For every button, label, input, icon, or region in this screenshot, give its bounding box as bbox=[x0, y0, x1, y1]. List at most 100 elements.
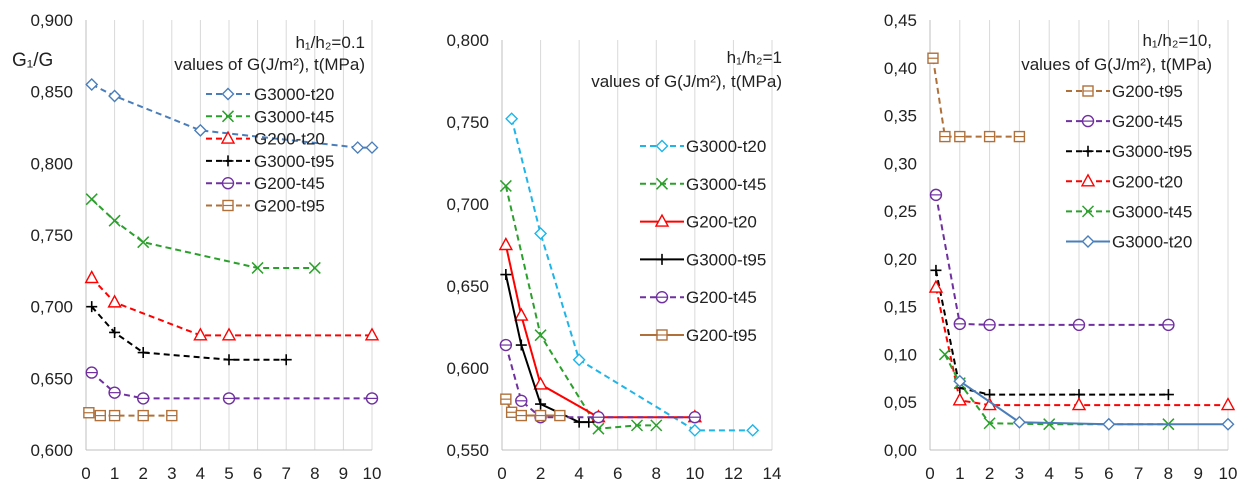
x-tick-label: 2 bbox=[985, 464, 994, 483]
chart-annotation: values of G(J/m²), t(MPa) bbox=[591, 72, 782, 91]
data-point bbox=[107, 294, 122, 308]
data-point bbox=[650, 419, 663, 432]
y-tick-label: 0,10 bbox=[884, 345, 917, 364]
y-tick-label: 0,05 bbox=[884, 393, 917, 412]
data-point bbox=[505, 406, 518, 418]
legend-swatch-marker bbox=[1081, 235, 1095, 248]
data-point bbox=[746, 423, 760, 437]
x-tick-label: 9 bbox=[339, 464, 348, 483]
data-point bbox=[365, 392, 379, 405]
data-point bbox=[1012, 415, 1026, 429]
legend-label: G3000-t45 bbox=[1112, 202, 1192, 221]
data-point bbox=[534, 227, 548, 241]
data-point bbox=[572, 353, 586, 367]
data-point bbox=[583, 416, 595, 428]
y-tick-label: 0,00 bbox=[884, 441, 917, 460]
data-point bbox=[108, 409, 121, 422]
series-g200-t95 bbox=[83, 407, 178, 422]
legend-label: G200-t45 bbox=[1112, 112, 1183, 131]
legend-label: G200-t20 bbox=[254, 130, 325, 149]
data-point bbox=[500, 269, 512, 281]
data-point bbox=[983, 318, 996, 332]
legend: G200-t95 G200-t45 G3000-t95 G200-t20 G3000-t… bbox=[1066, 82, 1192, 252]
y-tick-label: 0,650 bbox=[446, 277, 489, 296]
data-point bbox=[499, 338, 513, 352]
legend-swatch-marker bbox=[221, 110, 235, 123]
x-tick-label: 8 bbox=[652, 464, 661, 483]
x-tick-label: 5 bbox=[224, 464, 233, 483]
legend-item-g3000-t95: G3000-t95 bbox=[206, 152, 334, 171]
x-tick-label: 0 bbox=[497, 464, 506, 483]
data-point bbox=[223, 354, 235, 366]
legend-item-g3000-t20: G3000-t20 bbox=[1066, 233, 1192, 252]
y-tick-label: 0,600 bbox=[446, 359, 489, 378]
series-g200-t45 bbox=[499, 338, 702, 424]
series-line bbox=[91, 371, 372, 400]
data-point bbox=[505, 112, 519, 126]
y-tick-label: 0,600 bbox=[30, 441, 73, 460]
x-tick-label: 6 bbox=[253, 464, 262, 483]
data-point bbox=[1071, 397, 1087, 411]
legend-swatch-marker bbox=[654, 213, 670, 227]
legend-swatch-marker bbox=[1082, 85, 1094, 97]
legend-label: G200-t20 bbox=[686, 213, 757, 232]
x-tick-label: 8 bbox=[310, 464, 319, 483]
data-point bbox=[222, 392, 236, 405]
series-g3000-t95 bbox=[86, 301, 292, 366]
series-g200-t95 bbox=[927, 52, 1026, 143]
data-point bbox=[108, 386, 121, 399]
legend-label: G3000-t45 bbox=[686, 175, 766, 194]
data-point bbox=[554, 409, 566, 422]
chart-annotation: values of G(J/m²), t(MPa) bbox=[174, 55, 365, 74]
series-line bbox=[510, 118, 753, 432]
series-line bbox=[934, 270, 1169, 396]
legend-label: G200-t95 bbox=[254, 197, 325, 216]
data-point bbox=[939, 130, 951, 143]
chart-annotation: h₁/h₂=10, bbox=[1142, 31, 1212, 50]
legend-item-g3000-t20: G3000-t20 bbox=[640, 137, 766, 156]
data-point bbox=[630, 419, 644, 432]
legend-swatch-marker bbox=[222, 155, 234, 167]
x-tick-label: 10 bbox=[685, 464, 704, 483]
legend-label: G3000-t20 bbox=[686, 137, 766, 156]
chart-panel-1: 0 1 2 3 4 5 6 7 8 9 100,6000,6500,7000,7500,8000,8… bbox=[12, 11, 381, 483]
y-tick-label: 0,20 bbox=[884, 250, 917, 269]
series-line bbox=[88, 411, 172, 417]
y-tick-label: 0,35 bbox=[884, 107, 917, 126]
x-tick-label: 5 bbox=[1074, 464, 1083, 483]
series-g3000-t20 bbox=[953, 374, 1235, 431]
data-point bbox=[533, 376, 548, 390]
x-tick-label: 6 bbox=[613, 464, 622, 483]
legend-swatch-marker bbox=[655, 139, 669, 153]
y-tick-label: 0,700 bbox=[30, 298, 73, 317]
x-tick-label: 2 bbox=[536, 464, 545, 483]
data-point bbox=[983, 130, 996, 143]
series-g200-t45 bbox=[85, 366, 379, 405]
chart-panel-2: 0 2 4 6 8 10 12 14 0,550 0,600 0,650 0,700 0,750 0,80… bbox=[446, 31, 782, 483]
legend-label: G200-t95 bbox=[1112, 82, 1183, 101]
data-point bbox=[85, 366, 98, 379]
legend-label: G200-t95 bbox=[686, 326, 757, 345]
data-point bbox=[952, 392, 967, 406]
data-point bbox=[364, 327, 380, 341]
data-point bbox=[84, 270, 99, 284]
data-point bbox=[109, 326, 121, 338]
y-tick-label: 0,45 bbox=[884, 11, 917, 30]
series-g200-t20 bbox=[84, 270, 380, 341]
legend-label: G3000-t95 bbox=[686, 250, 766, 269]
legend-swatch-marker bbox=[1081, 205, 1095, 218]
legend-swatch-marker bbox=[656, 329, 668, 341]
legend-item-g200-t95: G200-t95 bbox=[1066, 82, 1183, 101]
data-point bbox=[193, 327, 208, 341]
legend-swatch-marker bbox=[1080, 173, 1096, 187]
legend-item-g200-t20: G200-t20 bbox=[1066, 172, 1183, 191]
data-point bbox=[365, 141, 379, 155]
legend-item-g3000-t95: G3000-t95 bbox=[1066, 142, 1192, 161]
x-tick-label: 14 bbox=[763, 464, 782, 483]
legend-label: G200-t20 bbox=[1112, 172, 1183, 191]
x-tick-label: 0 bbox=[925, 464, 934, 483]
data-point bbox=[927, 52, 939, 64]
data-point bbox=[938, 348, 951, 361]
legend: G3000-t20 G3000-t45 G200-t20 G3000-t95 G200-… bbox=[640, 137, 766, 345]
series-line bbox=[959, 380, 1228, 426]
